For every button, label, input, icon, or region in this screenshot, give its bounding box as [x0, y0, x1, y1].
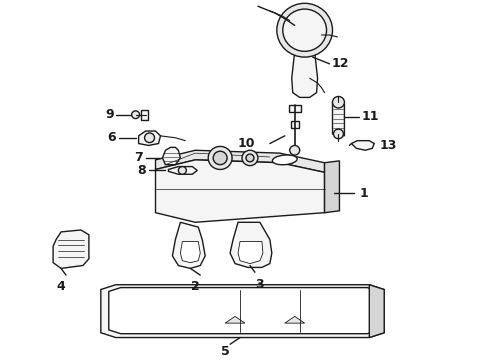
Polygon shape	[172, 222, 205, 269]
Polygon shape	[101, 285, 384, 338]
Circle shape	[277, 3, 333, 57]
Polygon shape	[324, 161, 340, 213]
Circle shape	[145, 133, 154, 143]
Text: 13: 13	[379, 139, 396, 152]
Polygon shape	[333, 102, 344, 136]
Circle shape	[283, 9, 326, 51]
Text: 8: 8	[137, 164, 146, 177]
Circle shape	[334, 129, 343, 139]
Polygon shape	[291, 121, 299, 128]
Polygon shape	[155, 150, 324, 172]
Polygon shape	[225, 316, 245, 323]
Circle shape	[333, 96, 344, 108]
Text: 7: 7	[134, 152, 143, 165]
Text: 10: 10	[238, 137, 255, 150]
Circle shape	[290, 145, 300, 155]
Text: 5: 5	[220, 345, 229, 358]
Polygon shape	[53, 230, 89, 269]
Polygon shape	[139, 131, 161, 145]
Text: 4: 4	[57, 280, 66, 293]
Text: 11: 11	[361, 110, 379, 123]
Polygon shape	[285, 316, 305, 323]
Circle shape	[208, 147, 232, 170]
Circle shape	[242, 150, 258, 166]
Polygon shape	[169, 167, 197, 174]
Circle shape	[178, 167, 186, 174]
Polygon shape	[141, 110, 147, 120]
Text: 1: 1	[359, 187, 368, 200]
Text: 9: 9	[105, 108, 114, 121]
Circle shape	[132, 111, 140, 118]
Polygon shape	[155, 160, 324, 222]
Text: 6: 6	[107, 131, 116, 144]
Text: 12: 12	[332, 57, 349, 70]
Circle shape	[246, 154, 254, 162]
Polygon shape	[230, 222, 272, 267]
Polygon shape	[180, 242, 200, 263]
Polygon shape	[238, 242, 263, 264]
Polygon shape	[292, 51, 318, 98]
Polygon shape	[289, 105, 301, 112]
Polygon shape	[369, 285, 384, 338]
Polygon shape	[109, 288, 379, 334]
Circle shape	[213, 151, 227, 165]
Polygon shape	[163, 147, 180, 165]
Polygon shape	[351, 141, 374, 150]
Ellipse shape	[272, 155, 297, 165]
Text: 2: 2	[191, 280, 199, 293]
Text: 3: 3	[256, 278, 264, 291]
